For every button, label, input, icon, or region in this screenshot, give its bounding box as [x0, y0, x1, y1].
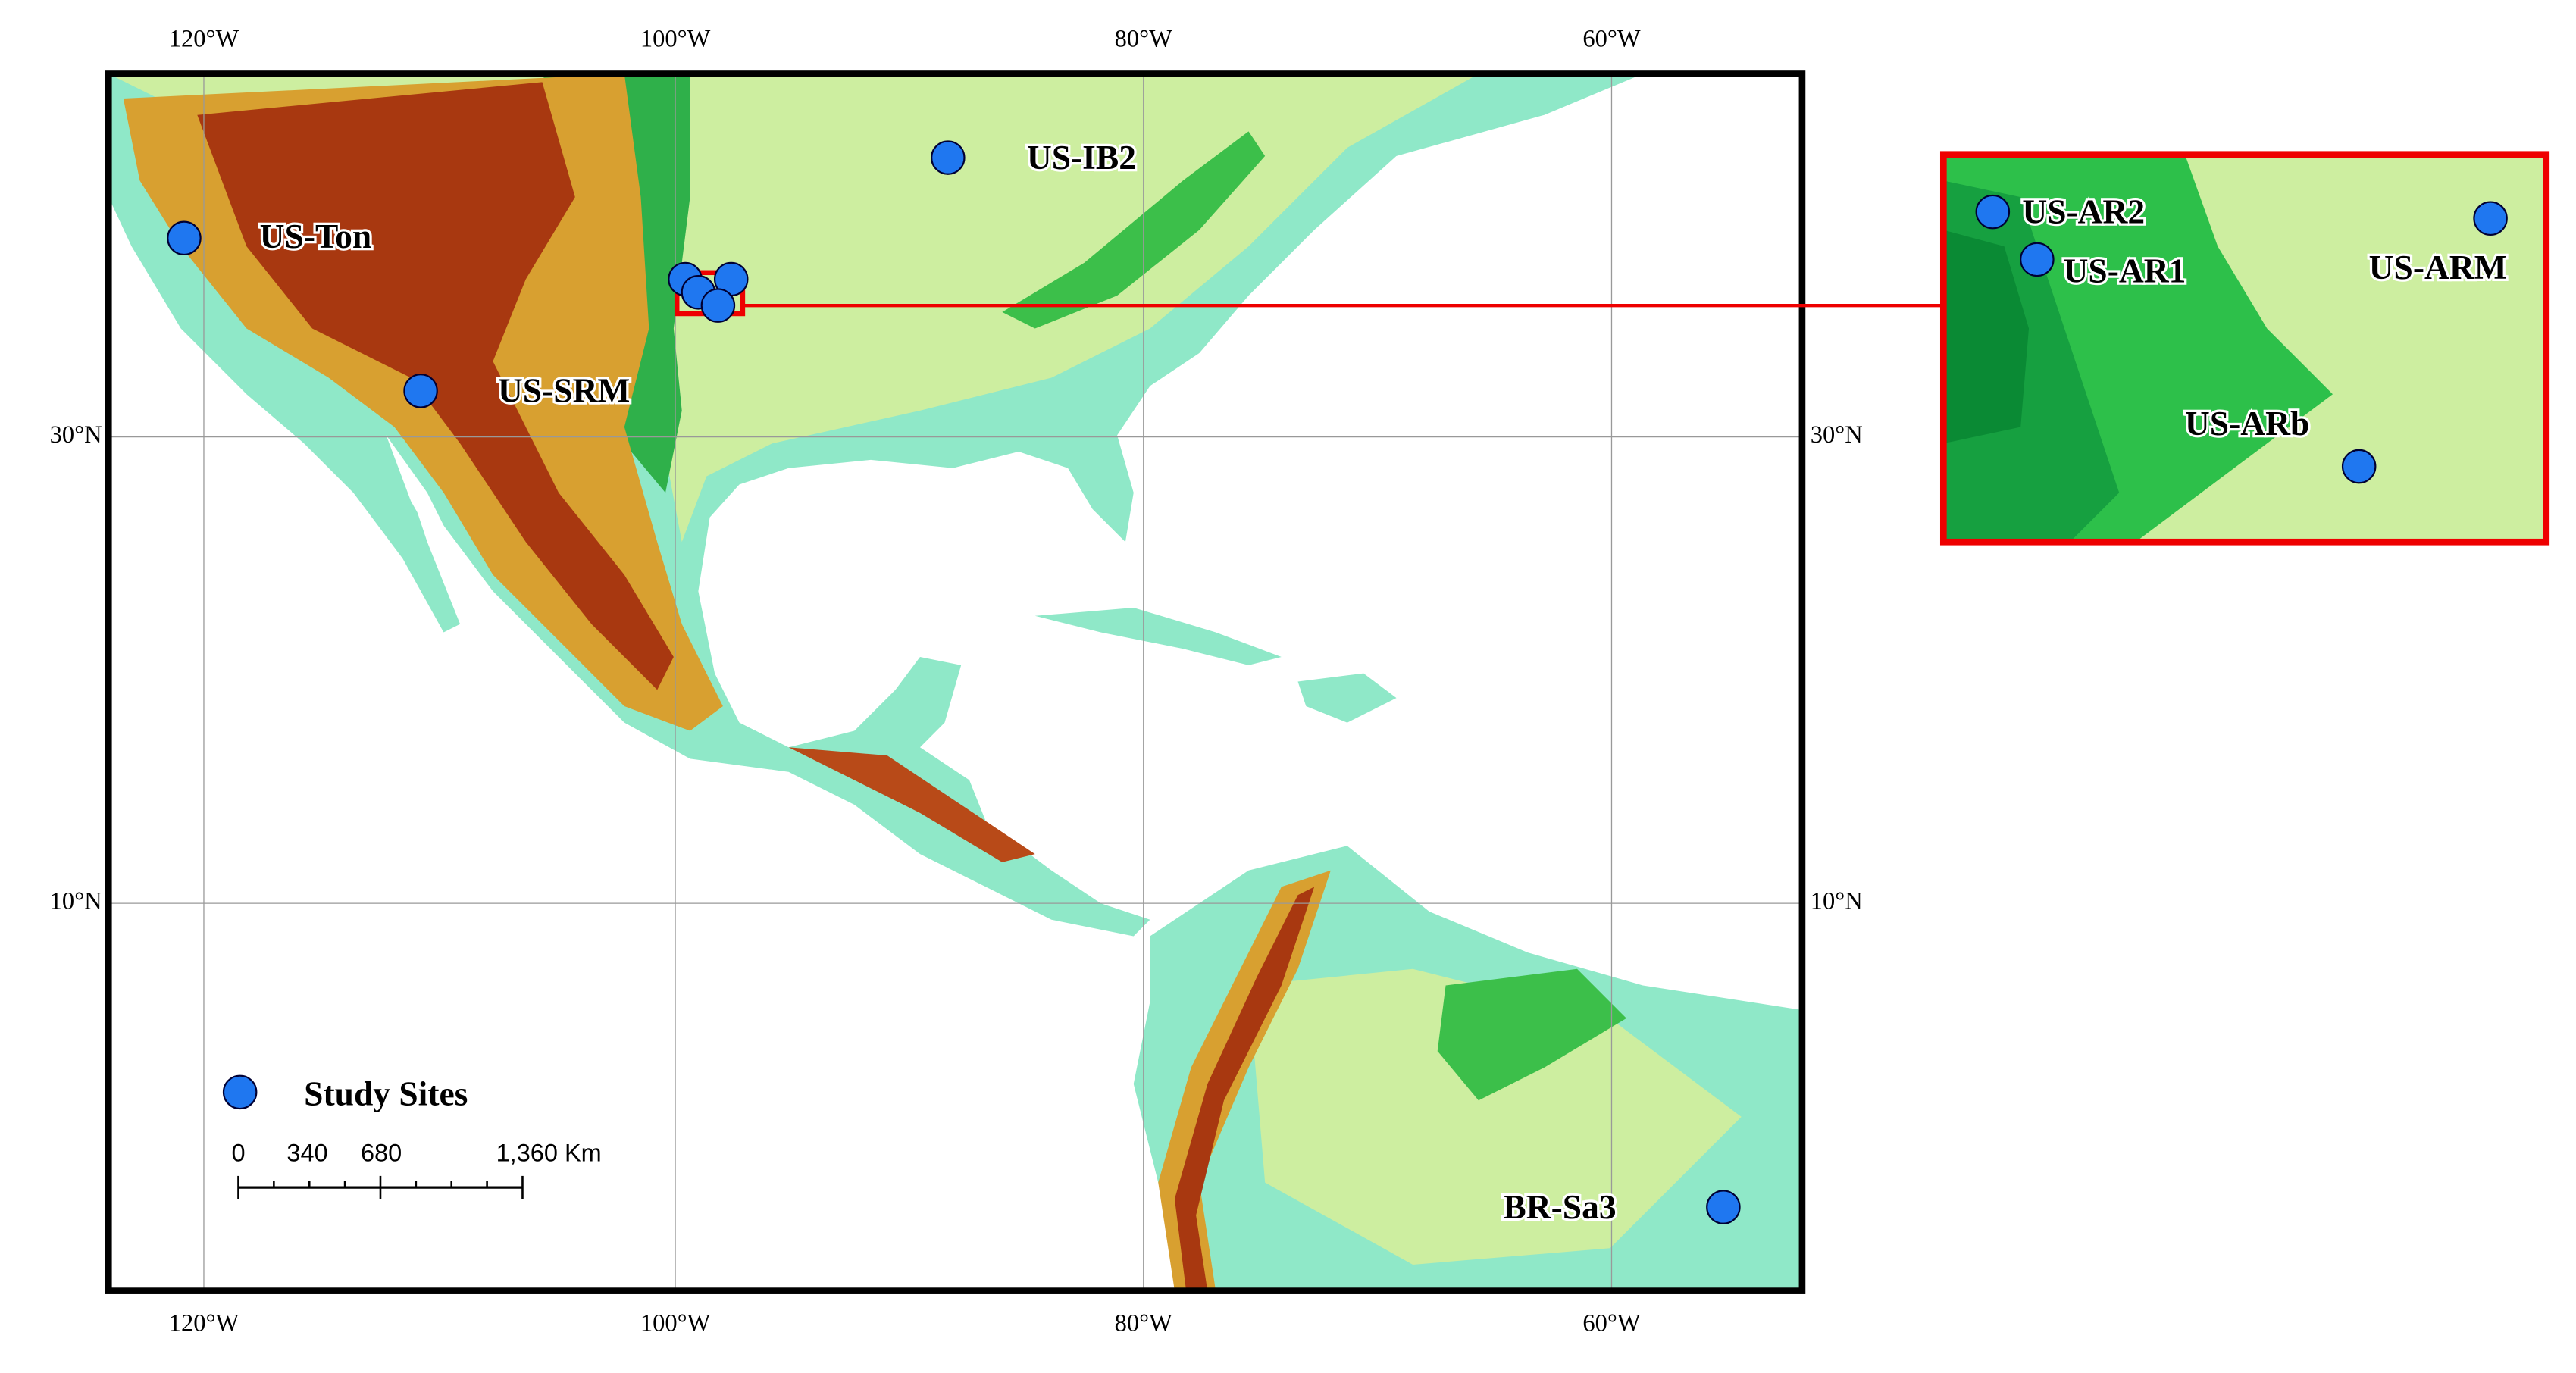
- legend: Study Sites: [222, 1074, 468, 1112]
- longitude-label: 100°W: [640, 26, 711, 53]
- scale-label: 680: [361, 1139, 402, 1166]
- inset-site-label: US-AR2: [2022, 192, 2145, 230]
- andes-high: [1158, 870, 1331, 1291]
- legend-symbol: [222, 1074, 258, 1110]
- hispaniola: [1297, 673, 1397, 723]
- longitude-label: 100°W: [640, 1310, 711, 1337]
- guiana-highlands: [1437, 968, 1626, 1101]
- longitude-label: 60°W: [1582, 26, 1640, 53]
- inset-site-label: US-AR1: [2064, 251, 2186, 289]
- site-marker: [2341, 449, 2377, 484]
- inset-site-label: US-ARb: [2185, 404, 2309, 443]
- longitude-label: 80°W: [1115, 1310, 1172, 1337]
- site-marker: [167, 220, 202, 256]
- legend-label: Study Sites: [304, 1074, 468, 1112]
- latitude-label: 30°N: [50, 421, 102, 449]
- latitude-label: 30°N: [1811, 421, 1863, 449]
- inset-map: [1943, 154, 2546, 543]
- latitude-label: 10°N: [1811, 888, 1863, 915]
- site-label: BR-Sa3: [1503, 1187, 1616, 1226]
- inset-darkest: [1943, 230, 2030, 444]
- cuba: [1034, 607, 1282, 665]
- appalachians: [1002, 131, 1266, 329]
- longitude-label: 80°W: [1115, 26, 1172, 53]
- scale-label: 0: [231, 1139, 245, 1166]
- longitude-label: 60°W: [1582, 1310, 1640, 1337]
- inset-site-label: US-ARM: [2369, 248, 2507, 286]
- scale-bar: 0 340 680 1,360 Km: [231, 1139, 602, 1199]
- amazon: [1248, 968, 1742, 1265]
- site-marker: [931, 140, 966, 175]
- site-marker: [2473, 201, 2508, 236]
- main-map: [108, 73, 1802, 1291]
- gulf-of-california: [386, 435, 477, 608]
- site-marker: [700, 288, 736, 323]
- andes-peaks: [1174, 887, 1315, 1291]
- scale-label: 1,360 Km: [496, 1139, 602, 1166]
- map-frame: [105, 70, 1806, 1294]
- inset-frame: [1939, 151, 2550, 546]
- site-label: US-Ton: [260, 217, 372, 255]
- central-mountains: [788, 747, 1035, 862]
- site-label: US-IB2: [1027, 138, 1136, 177]
- longitude-label: 120°W: [169, 1310, 239, 1337]
- site-marker: [1975, 194, 2011, 230]
- graticule: 120°W 120°W 100°W 100°W 80°W 80°W 60°W 60°W 30°N…: [50, 26, 1863, 1337]
- site-marker: [403, 374, 438, 408]
- scale-label: 340: [286, 1139, 327, 1166]
- site-marker: [1706, 1190, 1741, 1224]
- latitude-label: 10°N: [50, 888, 102, 915]
- site-label: US-SRM: [498, 371, 630, 410]
- site-marker: [2020, 242, 2055, 277]
- longitude-label: 120°W: [169, 26, 239, 53]
- sites: US-Ton US-SRM US-IB2 BR-Sa3 US-AR2 US-AR1 US-A…: [167, 136, 2509, 1228]
